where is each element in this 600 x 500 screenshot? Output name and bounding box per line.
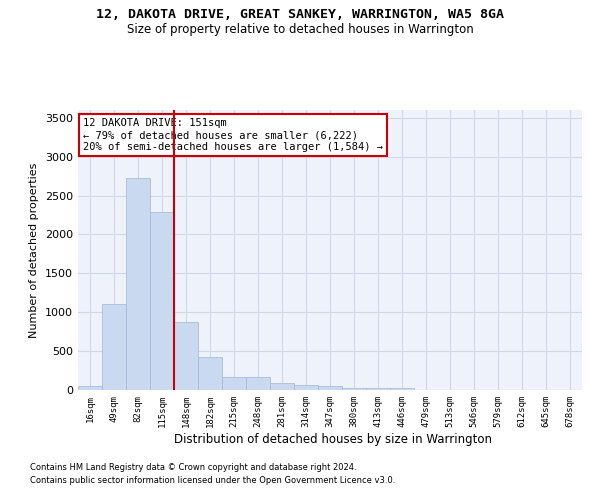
Text: Distribution of detached houses by size in Warrington: Distribution of detached houses by size …: [174, 432, 492, 446]
Bar: [126, 178, 150, 390]
Bar: [294, 386, 318, 390]
Bar: [174, 322, 198, 390]
Bar: [246, 377, 270, 390]
Bar: [366, 388, 390, 390]
Text: Contains public sector information licensed under the Open Government Licence v3: Contains public sector information licen…: [30, 476, 395, 485]
Text: 12, DAKOTA DRIVE, GREAT SANKEY, WARRINGTON, WA5 8GA: 12, DAKOTA DRIVE, GREAT SANKEY, WARRINGT…: [96, 8, 504, 20]
Text: Size of property relative to detached houses in Warrington: Size of property relative to detached ho…: [127, 22, 473, 36]
Bar: [390, 388, 414, 390]
Bar: [222, 377, 246, 390]
Bar: [78, 386, 102, 390]
Bar: [342, 388, 366, 390]
Text: Contains HM Land Registry data © Crown copyright and database right 2024.: Contains HM Land Registry data © Crown c…: [30, 464, 356, 472]
Bar: [198, 356, 222, 390]
Bar: [318, 386, 342, 390]
Bar: [102, 304, 126, 390]
Bar: [150, 212, 174, 390]
Bar: [270, 383, 294, 390]
Y-axis label: Number of detached properties: Number of detached properties: [29, 162, 40, 338]
Text: 12 DAKOTA DRIVE: 151sqm
← 79% of detached houses are smaller (6,222)
20% of semi: 12 DAKOTA DRIVE: 151sqm ← 79% of detache…: [83, 118, 383, 152]
